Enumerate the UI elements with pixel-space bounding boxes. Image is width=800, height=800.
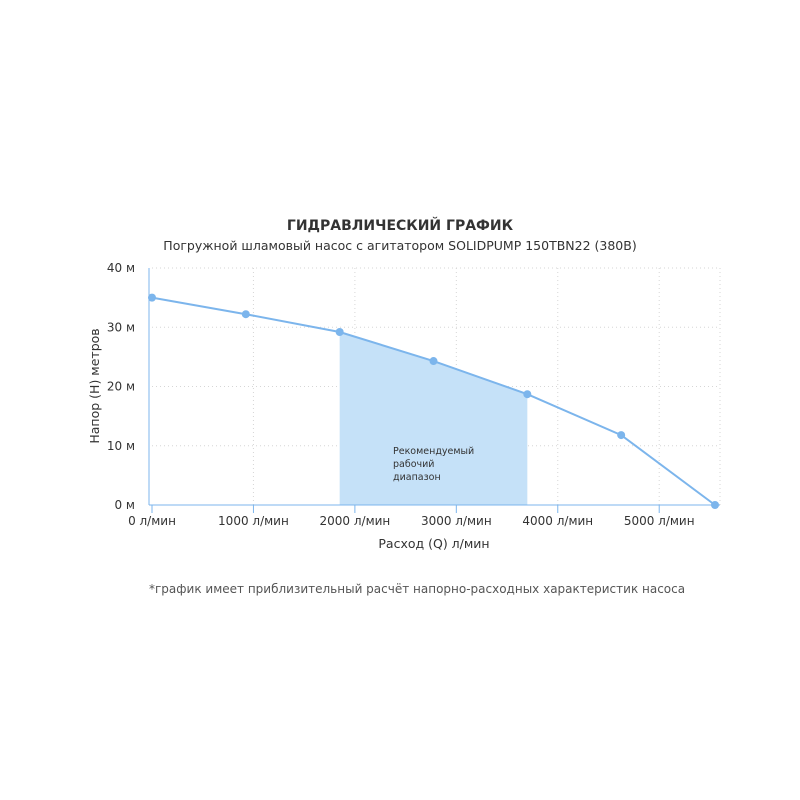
chart-subtitle: Погружной шламовый насос с агитатором SO… [163,238,636,253]
y-tick-label: 40 м [107,261,135,275]
range-label-line-2: рабочий [393,459,434,470]
axes: 0 м 10 м 20 м 30 м 40 м 0 л/мин 1000 л/мин 2000… [107,261,720,528]
data-point [335,327,344,336]
y-tick-label: 10 м [107,439,135,453]
range-label-line-3: диапазон [393,472,441,483]
data-point [523,390,532,399]
data-point [148,293,156,302]
y-axis-title: Напор (H) метров [87,328,102,443]
chart-title: ГИДРАВЛИЧЕСКИЙ ГРАФИК [287,217,514,234]
range-label-line-1: Рекомендуемый [393,446,474,457]
y-tick-label: 30 м [107,320,135,334]
y-tick-label: 20 м [107,380,135,394]
x-tick-label: 4000 л/мин [522,514,593,528]
series-points [148,293,719,509]
x-tick-label: 0 л/мин [128,514,176,528]
x-tick-label: 3000 л/мин [421,514,492,528]
recommended-range-area [339,331,528,505]
x-tick-label: 2000 л/мин [320,514,391,528]
data-point [617,431,626,440]
y-tick-label: 0 м [114,498,135,512]
data-point [429,357,438,366]
data-point [711,501,719,509]
x-axis-title: Расход (Q) л/мин [378,536,489,551]
recommended-range [339,331,528,505]
footnote: *график имеет приблизительный расчёт нап… [149,582,685,596]
data-point [241,310,250,319]
x-tick-label: 5000 л/мин [624,514,695,528]
x-tick-label: 1000 л/мин [218,514,289,528]
